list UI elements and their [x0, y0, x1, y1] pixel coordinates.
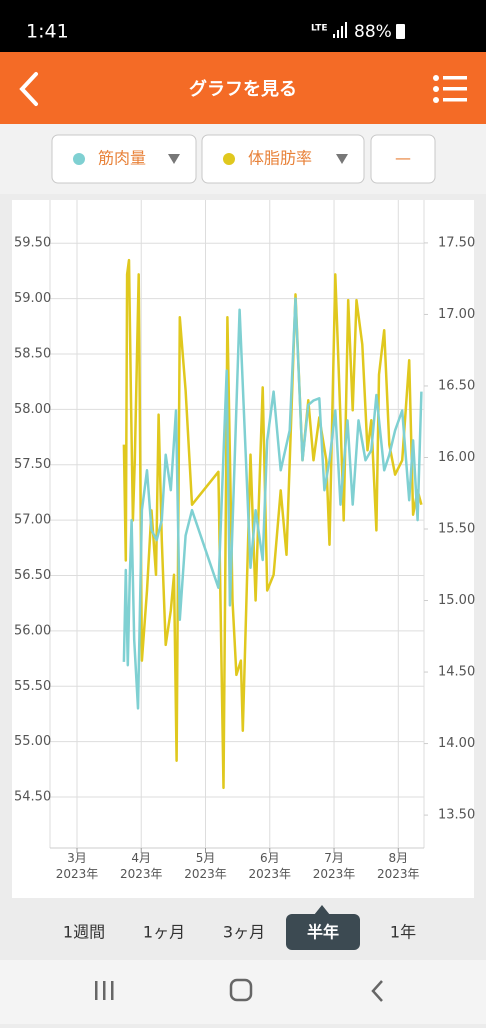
signal-icon	[333, 22, 347, 38]
status-bar	[0, 0, 486, 52]
y-tick-label: 56.00	[14, 623, 51, 638]
y2-tick-label: 16.00	[438, 450, 475, 465]
selector-extra: —	[395, 149, 411, 168]
dropdown-arrow	[168, 154, 180, 164]
x-tick-label: 5月 2023年	[184, 851, 227, 881]
period-tabs: 1週間 1ヶ月 3ヶ月 半年 1年	[63, 923, 416, 942]
status-time: 1:41	[26, 21, 69, 43]
y-tick-label: 54.50	[14, 790, 51, 805]
period-tab[interactable]: 1年	[390, 923, 416, 942]
y2-tick-label: 15.50	[438, 522, 475, 537]
status-battery: 88%	[354, 22, 392, 42]
selector-button[interactable]	[201, 134, 365, 184]
header	[0, 52, 486, 124]
y2-tick-label: 14.00	[438, 736, 475, 751]
y-tick-label: 58.50	[14, 346, 51, 361]
y-tick-label: 55.50	[14, 679, 51, 694]
y-tick-label: 59.00	[14, 291, 51, 306]
x-tick-label: 3月 2023年	[56, 851, 99, 881]
nav-bar	[0, 960, 486, 1024]
menu-button[interactable]	[433, 75, 467, 103]
period-tab[interactable]: 1ヶ月	[143, 923, 185, 942]
y-tick-label: 57.00	[14, 513, 51, 528]
battery-icon	[396, 24, 405, 39]
series-line	[122, 297, 423, 710]
y-tick-label: 56.50	[14, 568, 51, 583]
chart-card	[12, 200, 474, 898]
series-line	[122, 258, 423, 790]
y2-tick-label: 14.50	[438, 665, 475, 680]
x-tick-label: 7月 2023年	[313, 851, 356, 881]
period-tab[interactable]: 半年	[307, 923, 339, 942]
y2-tick-label: 16.50	[438, 378, 475, 393]
y2-tick-label: 15.00	[438, 593, 475, 608]
x-tick-label: 4月 2023年	[120, 851, 163, 881]
legend-swatch	[73, 153, 85, 165]
y2-tick-label: 13.50	[438, 808, 475, 823]
header-title: グラフを見る	[189, 78, 297, 100]
y-tick-label: 57.50	[14, 457, 51, 472]
x-tick-label: 6月 2023年	[248, 851, 291, 881]
y2-tick-label: 17.50	[438, 235, 475, 250]
back-button[interactable]	[19, 72, 38, 106]
tab-pointer	[314, 905, 330, 915]
legend-label: 体脂肪率	[248, 149, 312, 168]
period-tab[interactable]: 3ヶ月	[223, 923, 265, 942]
tab-selected-bg	[286, 914, 360, 950]
chart: 54.50 55.00 55.50 56.00 56.50 57.00 57.50 58.00…	[14, 200, 475, 881]
series-selector[interactable]: 体脂肪率	[201, 134, 365, 184]
y-tick-label: 59.50	[14, 236, 51, 251]
nav-back[interactable]	[371, 980, 383, 1002]
selector-button[interactable]	[51, 134, 197, 184]
x-tick-label: 8月 2023年	[377, 851, 420, 881]
legend-label: 筋肉量	[98, 149, 146, 168]
status-network: LTE	[311, 24, 328, 34]
nav-recent[interactable]	[95, 981, 114, 1000]
selector-button[interactable]	[370, 134, 436, 184]
period-tab[interactable]: 1週間	[63, 923, 105, 942]
y-tick-label: 55.00	[14, 734, 51, 749]
legend-swatch	[223, 153, 235, 165]
y2-tick-label: 17.00	[438, 307, 475, 322]
y-tick-label: 58.00	[14, 402, 51, 417]
series-selector[interactable]: 筋肉量	[51, 134, 197, 184]
dropdown-arrow	[336, 154, 348, 164]
nav-home[interactable]	[229, 978, 253, 1002]
